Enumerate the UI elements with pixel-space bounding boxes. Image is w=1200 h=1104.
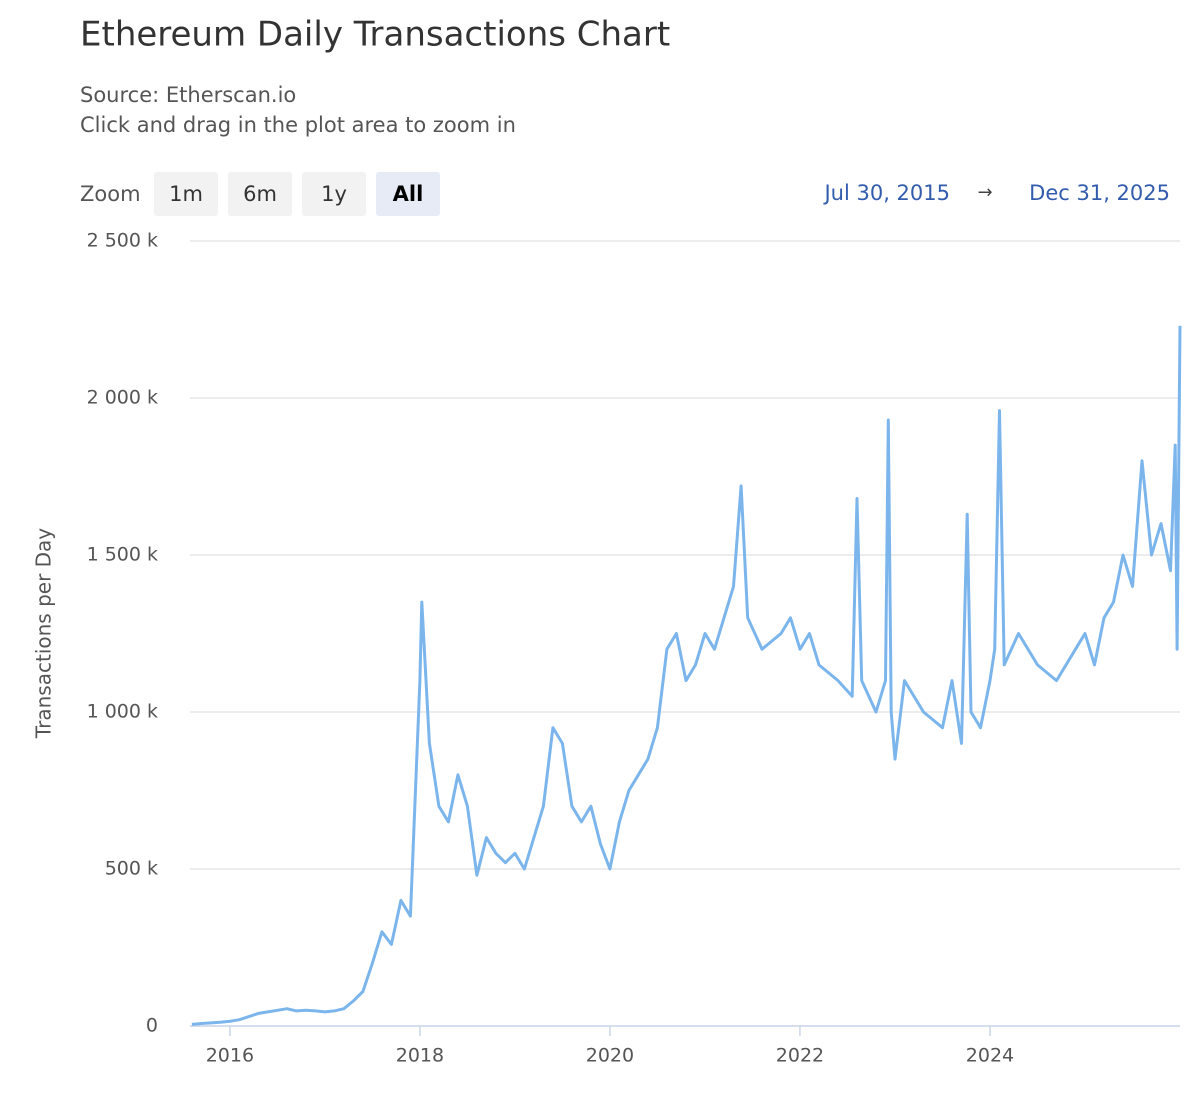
zoom-button-label[interactable]: 1y bbox=[321, 182, 347, 206]
zoom-button-label[interactable]: 1m bbox=[169, 182, 203, 206]
y-tick-label: 2 500 k bbox=[87, 230, 158, 252]
y-tick-label: 0 bbox=[146, 1015, 158, 1037]
range-to[interactable]: Dec 31, 2025 bbox=[1029, 181, 1170, 205]
zoom-label: Zoom bbox=[80, 182, 141, 206]
y-tick-label: 1 500 k bbox=[87, 544, 158, 566]
zoom-button[interactable] bbox=[302, 172, 366, 216]
y-tick-label: 500 k bbox=[105, 858, 158, 880]
zoom-button[interactable] bbox=[154, 172, 218, 216]
zoom-button-label[interactable]: All bbox=[393, 182, 424, 206]
subtitle: Source: Etherscan.io bbox=[80, 83, 296, 107]
x-tick-label: 2020 bbox=[586, 1045, 634, 1067]
x-tick-label: 2024 bbox=[966, 1045, 1014, 1067]
chart-title: Ethereum Daily Transactions Chart bbox=[80, 15, 670, 55]
x-tick-label: 2022 bbox=[776, 1045, 824, 1067]
range-arrow: → bbox=[977, 182, 992, 203]
subtitle: Click and drag in the plot area to zoom … bbox=[80, 113, 516, 137]
zoom-button[interactable] bbox=[376, 172, 440, 216]
x-tick-label: 2016 bbox=[206, 1045, 254, 1067]
y-axis-label: Transactions per Day bbox=[32, 528, 56, 739]
y-tick-label: 2 000 k bbox=[87, 387, 158, 409]
range-from[interactable]: Jul 30, 2015 bbox=[822, 181, 950, 205]
x-tick-label: 2018 bbox=[396, 1045, 444, 1067]
zoom-button[interactable] bbox=[228, 172, 292, 216]
data-line bbox=[191, 325, 1182, 1026]
y-tick-label: 1 000 k bbox=[87, 701, 158, 723]
zoom-button-label[interactable]: 6m bbox=[243, 182, 277, 206]
